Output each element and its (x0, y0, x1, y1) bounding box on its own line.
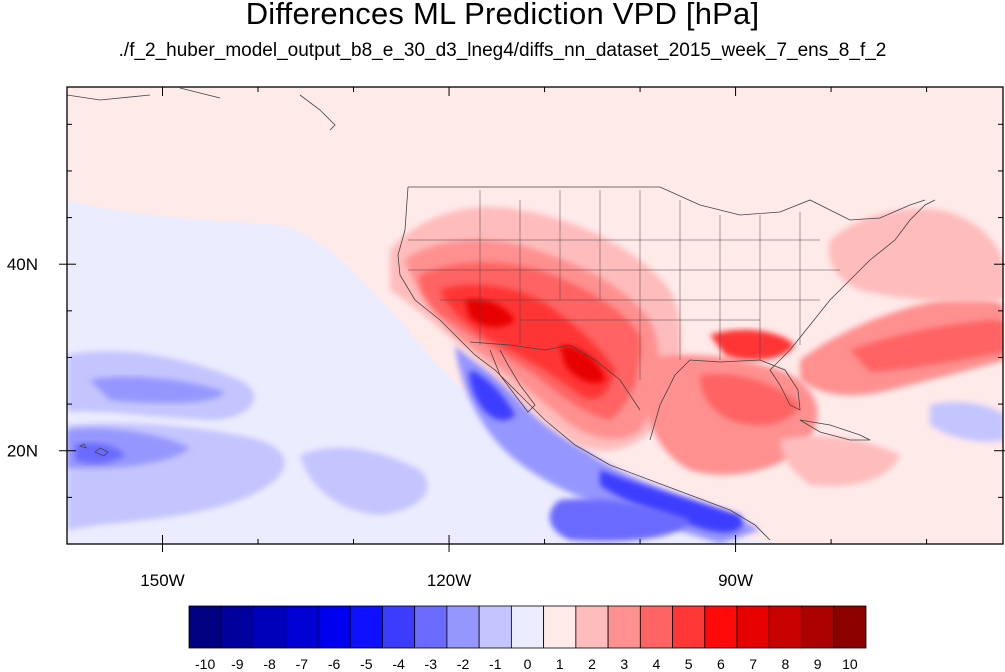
anomaly-field (67, 200, 1003, 544)
colorbar-label: -9 (231, 656, 244, 672)
colorbar-label: 9 (814, 656, 822, 672)
colorbar-swatch (543, 605, 577, 649)
colorbar-label: -7 (296, 656, 309, 672)
x-tick-label: 90W (718, 571, 753, 590)
colorbar-swatch (704, 605, 738, 649)
colorbar-label: 8 (782, 656, 790, 672)
colorbar-swatch (349, 605, 383, 649)
colorbar-label: -4 (392, 656, 405, 672)
colorbar-label: -8 (263, 656, 276, 672)
colorbar-swatch (639, 605, 673, 649)
colorbar-label: -10 (195, 656, 215, 672)
gulf-strong-warm (700, 374, 800, 425)
north-america-coastline (397, 186, 936, 541)
west-atlantic-cold-patch (930, 402, 1003, 442)
colorbar-swatch (510, 605, 545, 649)
colorbar-swatch (188, 605, 222, 649)
colorbar-label: -2 (457, 656, 470, 672)
northeast-warm-patch (828, 208, 1003, 302)
colorbar-swatch (736, 605, 770, 649)
y-tick-label: 40N (7, 255, 38, 274)
us-mexico-border (469, 341, 641, 411)
x-tick-label: 120W (427, 571, 471, 590)
colorbar-label: 10 (842, 656, 858, 672)
southeast-us-warm-core (710, 329, 795, 361)
colorbar-label: -6 (328, 656, 341, 672)
colorbar-swatch (607, 605, 641, 649)
southwest-peak-warm (465, 299, 515, 328)
colorbar-swatch (801, 605, 835, 649)
colorbar-label: 7 (749, 656, 757, 672)
colorbar-swatch (768, 605, 802, 649)
colorbar-label: 5 (685, 656, 693, 672)
colorbar: -10 -9 -8 -7 -6 -5 -4 -3 -2 -1 0 1 2 3 4 5 6 7 8 9 10 (188, 605, 867, 672)
hawaii-islands (78, 443, 109, 457)
plot-frame (66, 86, 1004, 545)
colorbar-label: -3 (425, 656, 438, 672)
coastlines (67, 87, 936, 541)
hawaii-cold-core (75, 443, 125, 464)
colorbar-swatch (575, 605, 609, 649)
y-tick-label: 20N (7, 442, 38, 461)
colorbar-swatch (414, 605, 448, 649)
colorbar-label: -1 (489, 656, 502, 672)
colorbar-swatch (446, 605, 480, 649)
colorbar-label: 6 (717, 656, 725, 672)
colorbar-label: 0 (524, 656, 532, 672)
pacific-south-cold-patch (549, 498, 690, 542)
atlantic-strong-warm (850, 320, 1003, 372)
chart-subtitle: ./f_2_huber_model_output_b8_e_30_d3_lneg… (118, 40, 887, 61)
colorbar-swatch (672, 605, 706, 649)
colorbar-swatch (285, 605, 319, 649)
colorbar-swatch (833, 605, 867, 649)
cuba-island (799, 419, 871, 441)
mid-pacific-cold-patch (300, 447, 428, 515)
caribbean-warm-patch (780, 435, 900, 487)
colorbar-swatch (220, 605, 254, 649)
colorbar-swatch (382, 605, 416, 649)
colorbar-label: 1 (556, 656, 564, 672)
pacific-cold-band-3 (90, 376, 225, 404)
colorbar-swatch (478, 605, 512, 649)
colorbar-label: 2 (588, 656, 596, 672)
alaska-coastline (67, 87, 336, 131)
x-tick-label: 150W (140, 571, 184, 590)
colorbar-label: 3 (620, 656, 628, 672)
baja-peninsula (489, 349, 536, 413)
chart-title: Differences ML Prediction VPD [hPa] (245, 0, 760, 31)
colorbar-swatch (253, 605, 287, 649)
axes: 150W 120W 90W 20N 40N (7, 87, 1005, 590)
state-lines (408, 190, 840, 380)
mexico-coastal-cold-core (600, 470, 743, 533)
baja-coastal-cold-core (469, 370, 515, 421)
colorbar-label: 4 (653, 656, 661, 672)
texas-peak-warm (560, 345, 605, 384)
colorbar-label: -5 (360, 656, 373, 672)
us-canada-border (408, 186, 926, 221)
colorbar-swatch (317, 605, 351, 649)
